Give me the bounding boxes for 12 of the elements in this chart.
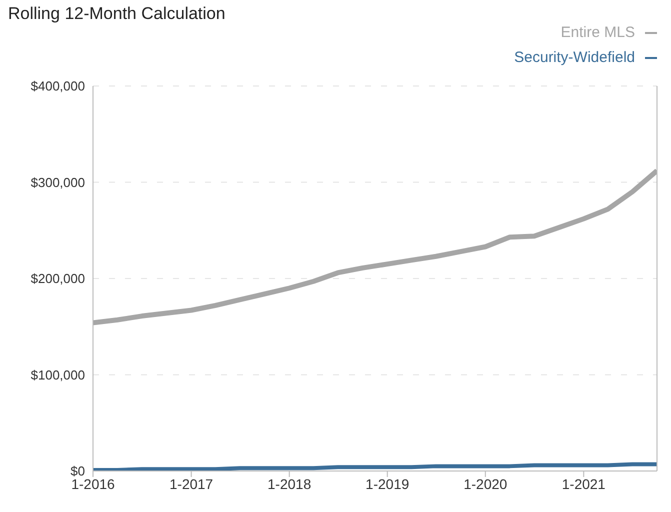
legend-label: Security-Widefield xyxy=(514,49,635,66)
y-tick-label: $200,000 xyxy=(30,271,85,286)
chart-title: Rolling 12-Month Calculation xyxy=(8,4,226,24)
x-tick-label: 1-2019 xyxy=(366,476,410,492)
x-tick-label: 1-2020 xyxy=(464,476,508,492)
legend-label: Entire MLS xyxy=(560,24,635,41)
y-tick-label: $300,000 xyxy=(30,174,85,190)
y-tick-label: $400,000 xyxy=(30,78,85,94)
y-tick-label: $100,000 xyxy=(30,367,85,382)
x-tick-label: 1-2021 xyxy=(562,476,606,492)
x-tick-label: 1-2018 xyxy=(268,476,312,492)
x-tick-label: 1-2017 xyxy=(170,476,214,492)
